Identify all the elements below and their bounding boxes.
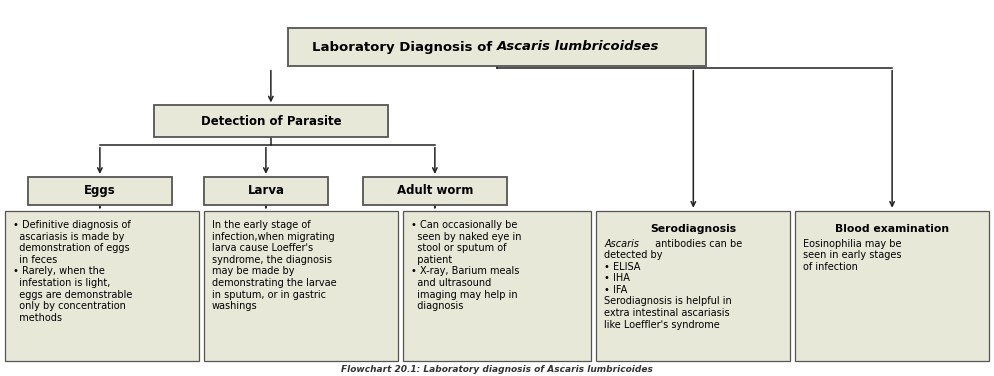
Text: Laboratory Diagnosis of: Laboratory Diagnosis of [312, 41, 497, 53]
Text: Eggs: Eggs [84, 184, 115, 197]
Text: Eosinophilia may be
seen in early stages
of infection: Eosinophilia may be seen in early stages… [803, 239, 902, 272]
Text: detected by
• ELISA
• IHA
• IFA
Serodiagnosis is helpful in
extra intestinal asc: detected by • ELISA • IHA • IFA Serodiag… [604, 250, 733, 330]
FancyBboxPatch shape [795, 211, 989, 361]
FancyBboxPatch shape [204, 177, 328, 205]
Text: Detection of Parasite: Detection of Parasite [201, 115, 341, 128]
Text: In the early stage of
infection,when migrating
larva cause Loeffer's
syndrome, t: In the early stage of infection,when mig… [212, 220, 336, 311]
FancyBboxPatch shape [363, 177, 507, 205]
Text: Serodiagnosis: Serodiagnosis [650, 224, 737, 234]
FancyBboxPatch shape [596, 211, 790, 361]
Text: Larva: Larva [248, 184, 284, 197]
Text: • Definitive diagnosis of
  ascariasis is made by
  demonstration of eggs
  in f: • Definitive diagnosis of ascariasis is … [13, 220, 132, 323]
Text: Blood examination: Blood examination [835, 224, 949, 234]
Text: Ascaris lumbricoidses: Ascaris lumbricoidses [497, 41, 659, 53]
FancyBboxPatch shape [403, 211, 591, 361]
FancyBboxPatch shape [28, 177, 172, 205]
FancyBboxPatch shape [154, 105, 388, 137]
FancyBboxPatch shape [5, 211, 199, 361]
Text: Flowchart 20.1: Laboratory diagnosis of Ascaris lumbricoides: Flowchart 20.1: Laboratory diagnosis of … [341, 365, 653, 374]
Text: antibodies can be: antibodies can be [652, 239, 743, 249]
Text: • Can occasionally be
  seen by naked eye in
  stool or sputum of
  patient
• X-: • Can occasionally be seen by naked eye … [411, 220, 521, 311]
Text: Ascaris: Ascaris [604, 239, 639, 249]
FancyBboxPatch shape [288, 28, 706, 66]
Text: Adult worm: Adult worm [397, 184, 473, 197]
FancyBboxPatch shape [204, 211, 398, 361]
